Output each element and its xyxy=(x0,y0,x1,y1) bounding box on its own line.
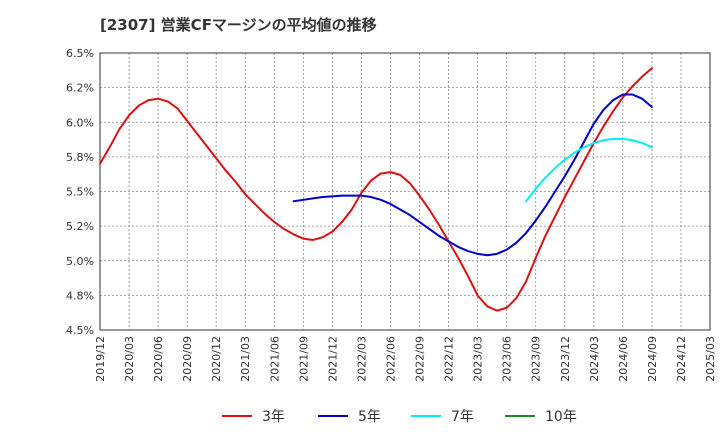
legend-label-4: 10年 xyxy=(545,409,577,425)
x-tick-label: 2020/09 xyxy=(181,336,194,382)
x-tick-label: 2019/12 xyxy=(94,336,107,382)
grid-layer xyxy=(100,53,710,330)
x-tick-label: 2023/06 xyxy=(501,336,514,382)
series-line-3 xyxy=(525,137,653,203)
y-tick-label: 6.5% xyxy=(66,47,94,60)
y-tick-label: 6.0% xyxy=(66,116,94,129)
x-tick-label: 2020/06 xyxy=(152,336,165,382)
x-tick-label: 2021/06 xyxy=(268,336,281,382)
x-tick-label: 2021/09 xyxy=(297,336,310,382)
x-tick-label: 2025/03 xyxy=(704,336,717,382)
y-tick-label: 5.5% xyxy=(66,186,94,199)
x-tick-label: 2023/03 xyxy=(472,336,485,382)
legend-label-1: 3年 xyxy=(262,409,285,425)
legend: 3年 5年 7年 10年 xyxy=(222,409,577,425)
x-tick-label: 2022/03 xyxy=(355,336,368,382)
x-tick-label: 2024/03 xyxy=(588,336,601,382)
x-tick-label: 2023/12 xyxy=(559,336,572,382)
y-tick-layer: 4.5% 4.8% 5.0% 5.2% 5.5% 5.8% 6.0% 6.2% 6.5% xyxy=(66,47,94,337)
x-tick-label: 2024/09 xyxy=(646,336,659,382)
x-tick-layer: 2019/12 2020/03 2020/06 2020/09 2020/12 2021/… xyxy=(94,336,717,382)
x-tick-label: 2022/06 xyxy=(384,336,397,382)
y-tick-label: 4.8% xyxy=(66,289,94,302)
x-tick-label: 2024/06 xyxy=(617,336,630,382)
y-tick-label: 4.5% xyxy=(66,324,94,337)
x-tick-label: 2020/12 xyxy=(210,336,223,382)
chart-title: [2307] 営業CFマージンの平均値の推移 xyxy=(100,16,377,34)
x-tick-label: 2024/12 xyxy=(675,336,688,382)
legend-label-3: 7年 xyxy=(451,409,474,425)
x-tick-label: 2021/03 xyxy=(239,336,252,382)
y-tick-label: 6.2% xyxy=(66,82,94,95)
y-tick-label: 5.8% xyxy=(66,151,94,164)
y-tick-label: 5.2% xyxy=(66,220,94,233)
y-tick-label: 5.0% xyxy=(66,255,94,268)
series-layer xyxy=(99,67,653,312)
x-tick-label: 2021/12 xyxy=(326,336,339,382)
x-tick-label: 2020/03 xyxy=(123,336,136,382)
series-line-2 xyxy=(292,93,653,257)
plot-frame xyxy=(99,52,711,331)
x-tick-label: 2022/12 xyxy=(443,336,456,382)
x-tick-label: 2022/09 xyxy=(414,336,427,382)
legend-label-2: 5年 xyxy=(358,409,381,425)
series-line-1 xyxy=(99,67,653,312)
x-tick-label: 2023/09 xyxy=(530,336,543,382)
